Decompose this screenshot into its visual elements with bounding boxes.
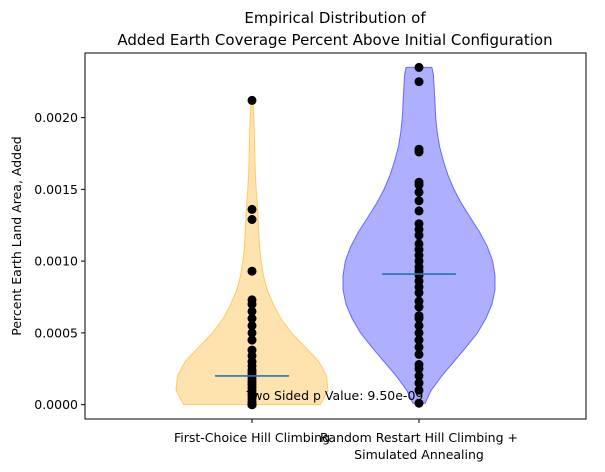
data-point [414, 62, 424, 72]
data-point [414, 296, 424, 306]
data-point [414, 206, 424, 216]
y-tick-label: 0.0005 [34, 325, 78, 340]
chart-title-line-2: Added Earth Coverage Percent Above Initi… [117, 31, 552, 49]
data-point [414, 335, 424, 345]
data-point [247, 345, 257, 355]
y-tick-label: 0.0015 [34, 182, 78, 197]
data-point [247, 266, 257, 276]
data-point [247, 314, 257, 323]
data-point [247, 306, 257, 316]
data-point [414, 177, 424, 187]
data-point [414, 328, 424, 338]
data-point [247, 295, 257, 305]
data-point [247, 204, 257, 214]
data-point [414, 349, 424, 359]
x-tick-label-line2: Simulated Annealing [354, 447, 484, 462]
data-point [414, 371, 424, 381]
y-tick-label: 0.0020 [34, 110, 78, 125]
data-point [414, 360, 424, 369]
y-tick-label: 0.0010 [34, 254, 78, 269]
data-point [247, 95, 257, 105]
data-point [247, 335, 257, 345]
data-point [414, 385, 424, 395]
y-tick-label: 0.0000 [34, 397, 78, 412]
data-point [414, 378, 424, 388]
data-point [414, 77, 424, 87]
x-tick-label: Random Restart Hill Climbing + [320, 430, 518, 445]
data-point [247, 215, 257, 224]
data-point [414, 342, 424, 352]
data-point [414, 219, 424, 229]
data-point [414, 239, 424, 249]
p-value-annotation: Two Sided p Value: 9.50e-09 [246, 388, 424, 403]
data-point [414, 311, 424, 321]
data-point [414, 321, 424, 331]
data-point [414, 398, 424, 408]
y-axis: 0.0000 0.0005 0.0010 0.0015 0.0020 [34, 110, 85, 412]
data-point [247, 328, 257, 338]
chart-title-line-1: Empirical Distribution of [244, 9, 426, 27]
data-point [247, 321, 257, 331]
data-point [414, 144, 424, 154]
data-point [414, 196, 424, 206]
plot-frame [84, 52, 587, 420]
data-point [414, 187, 424, 197]
x-tick-label: First-Choice Hill Climbing [174, 430, 330, 445]
plot-area [175, 62, 496, 410]
y-axis-label: Percent Earth Land Area, Added [9, 136, 24, 336]
